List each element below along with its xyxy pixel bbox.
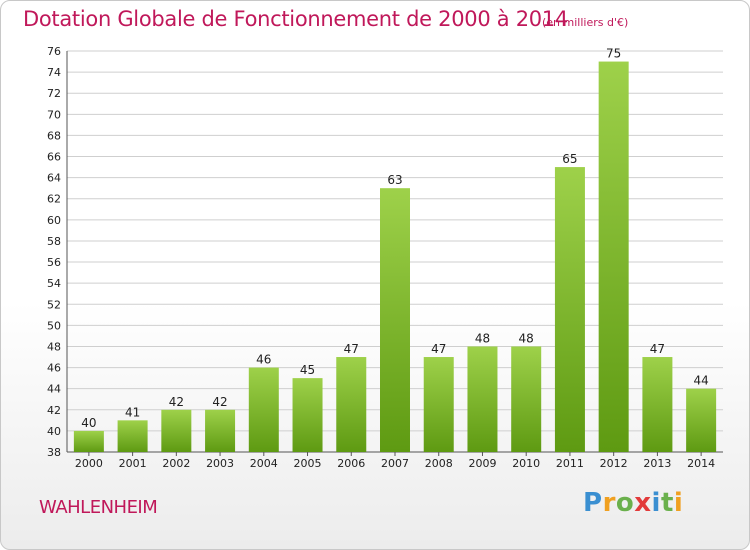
x-tick-label: 2004 [250,457,278,470]
y-tick-label: 62 [47,193,61,206]
data-label: 41 [125,405,140,419]
data-label: 40 [81,416,96,430]
bar [423,357,454,452]
y-tick-label: 70 [47,108,61,121]
logo-letter: P [583,488,603,518]
data-label: 47 [344,342,359,356]
bar [248,367,279,452]
y-tick-label: 72 [47,87,61,100]
x-tick-label: 2008 [425,457,453,470]
logo-letter: i [673,488,684,518]
bar [380,188,410,452]
x-tick-label: 2006 [337,457,365,470]
data-label: 46 [256,353,271,367]
bar [554,167,585,452]
bar [642,357,673,452]
data-label: 42 [169,395,184,409]
chart-subtitle: (en milliers d'€) [542,16,629,29]
x-tick-label: 2014 [687,457,715,470]
data-label: 48 [519,331,534,345]
data-label: 47 [650,342,665,356]
bar [117,420,148,452]
x-tick-label: 2007 [381,457,409,470]
x-tick-label: 2012 [600,457,628,470]
logo-letter: o [615,488,635,518]
x-tick-labels: 2000 2001 2002 2003 2004 2005 2006 2007 2008 2009… [75,452,715,470]
commune-name: WAHLENHEIM [39,497,158,518]
x-tick-label: 2005 [294,457,322,470]
data-label: 48 [475,331,490,345]
data-label: 47 [431,342,446,356]
logo-letter: x [634,488,652,518]
y-tick-label: 46 [47,362,61,375]
y-tick-label: 38 [47,446,61,459]
y-tick-label: 42 [47,404,61,417]
y-tick-label: 56 [47,256,61,269]
x-tick-label: 2000 [75,457,103,470]
logo-letter: i [651,488,661,518]
bar [205,409,236,452]
bar [467,346,498,452]
bars [73,61,717,452]
bar [686,388,717,452]
y-tick-label: 50 [47,319,61,332]
x-tick-label: 2011 [556,457,584,470]
y-tick-label: 44 [47,383,61,396]
y-tick-label: 40 [47,425,61,438]
data-label: 42 [212,395,227,409]
x-tick-label: 2010 [512,457,540,470]
bar [73,430,104,452]
y-tick-label: 74 [47,66,61,79]
proxiti-logo: Proxiti [583,488,683,518]
y-tick-label: 66 [47,151,61,164]
x-tick-label: 2002 [162,457,190,470]
data-label: 75 [606,47,621,61]
bar [336,357,367,452]
data-label: 65 [562,152,577,166]
x-tick-label: 2001 [119,457,147,470]
x-tick-label: 2013 [643,457,671,470]
bar [598,61,629,452]
y-tick-label: 48 [47,340,61,353]
y-tick-label: 54 [47,277,61,290]
bar [511,346,542,452]
data-label: 45 [300,363,315,377]
y-tick-labels: 38 40 42 44 46 48 50 52 54 56 58 60 62 64 66 68 70 72 74 76 [47,45,61,459]
y-tick-label: 76 [47,45,61,58]
y-tick-label: 64 [47,172,61,185]
bar [292,378,323,452]
y-tick-label: 52 [47,298,61,311]
logo-letter: r [602,488,616,518]
bar [161,409,192,452]
data-label: 44 [693,374,708,388]
x-tick-label: 2003 [206,457,234,470]
y-tick-label: 60 [47,214,61,227]
chart-title: Dotation Globale de Fonctionnement de 20… [23,7,568,31]
y-tick-label: 58 [47,235,61,248]
data-label: 63 [387,173,402,187]
y-tick-label: 68 [47,129,61,142]
data-labels: 40 41 42 42 46 45 47 63 47 48 48 65 75 47 44 [81,47,709,430]
logo-letter: t [660,488,674,518]
x-tick-label: 2009 [468,457,496,470]
